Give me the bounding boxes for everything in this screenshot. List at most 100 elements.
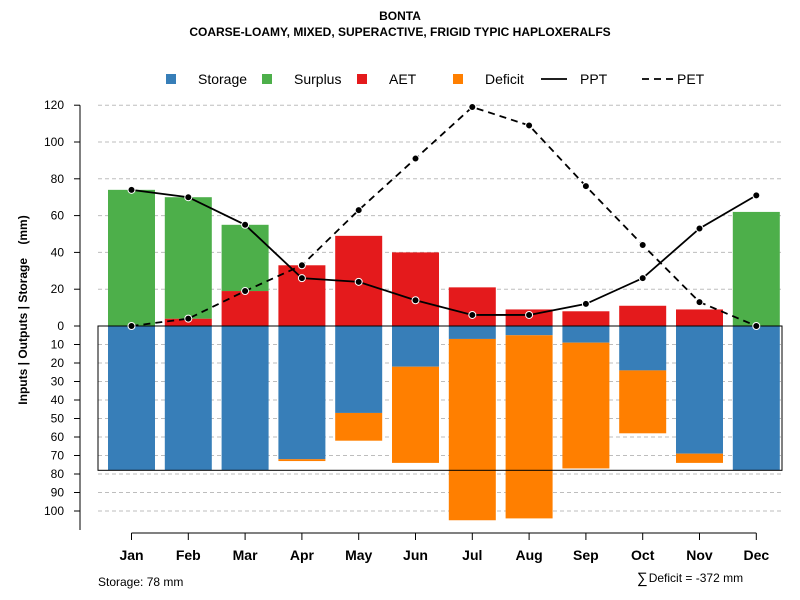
pet-point	[468, 103, 477, 112]
ppt-point	[354, 277, 363, 286]
storage-bar	[221, 326, 269, 471]
chart-subtitle: COARSE-LOAMY, MIXED, SUPERACTIVE, FRIGID…	[189, 25, 611, 39]
x-tick-label: Mar	[233, 547, 258, 563]
storage-bar	[278, 326, 326, 460]
ppt-point	[127, 185, 136, 194]
y-axis-label: Inputs | Outputs | Storage (mm)	[16, 215, 30, 404]
ppt-point	[184, 193, 193, 202]
y-tick-label: 0	[57, 319, 64, 333]
surplus-legend-swatch	[262, 74, 272, 84]
deficit-legend-label: Deficit	[485, 71, 524, 87]
x-tick-label: Aug	[515, 547, 542, 563]
pet-point	[525, 121, 534, 130]
aet-bar	[562, 311, 610, 326]
x-tick-label: Jan	[119, 547, 143, 563]
ppt-point	[525, 310, 534, 319]
y-tick-label: 20	[51, 356, 65, 370]
storage-bar	[619, 326, 667, 371]
storage-bar	[562, 326, 610, 343]
deficit-bar	[335, 412, 383, 441]
ppt-point	[581, 299, 590, 308]
deficit-bar	[448, 338, 496, 521]
storage-bar	[335, 326, 383, 413]
pet-point	[241, 287, 250, 296]
y-tick-label: 120	[44, 98, 64, 112]
y-tick-label: 70	[51, 449, 65, 463]
y-tick-label: 60	[51, 430, 65, 444]
x-tick-label: Apr	[290, 547, 315, 563]
pet-point	[638, 241, 647, 250]
pet-point	[695, 298, 704, 307]
y-tick-label: 30	[51, 375, 65, 389]
pet-point	[411, 154, 420, 163]
aet-bar	[676, 309, 723, 326]
y-tick-label: 40	[51, 393, 65, 407]
pet-legend-label: PET	[677, 71, 705, 87]
aet-bar	[221, 291, 269, 326]
x-tick-label: Feb	[176, 547, 201, 563]
ppt-point	[241, 220, 250, 229]
surplus-bar	[732, 211, 780, 326]
x-tick-label: Nov	[686, 547, 713, 563]
y-tick-label: 60	[51, 209, 65, 223]
ppt-point	[468, 310, 477, 319]
sum-symbol: ∑	[637, 570, 648, 587]
aet-bar	[448, 287, 496, 326]
deficit-total: Deficit = -372 mm	[648, 571, 744, 585]
chart-title: BONTA	[379, 9, 421, 23]
surplus-bar	[108, 189, 155, 326]
ppt-point	[411, 296, 420, 305]
x-tick-label: Oct	[631, 547, 655, 563]
aet-legend-label: AET	[389, 71, 417, 87]
ppt-point	[695, 224, 704, 233]
x-tick-label: Jul	[462, 547, 482, 563]
x-tick-label: Dec	[743, 547, 769, 563]
legend	[166, 74, 674, 84]
storage-bar	[392, 326, 439, 367]
storage-note: Storage: 78 mm	[98, 575, 184, 589]
surplus-legend-label: Surplus	[294, 71, 341, 87]
deficit-bar	[619, 370, 667, 434]
deficit-bar	[676, 453, 723, 463]
ppt-point	[297, 274, 306, 283]
pet-point	[581, 182, 590, 191]
x-tick-label: Jun	[403, 547, 428, 563]
aet-legend-swatch	[357, 74, 367, 84]
storage-bar	[676, 326, 723, 454]
y-tick-label: 50	[51, 412, 65, 426]
ppt-legend-label: PPT	[580, 71, 608, 87]
y-tick-label: 90	[51, 486, 65, 500]
y-tick-label: 40	[51, 245, 65, 259]
pet-point	[127, 322, 136, 330]
storage-bar	[732, 326, 780, 471]
x-tick-label: Sep	[573, 547, 599, 563]
deficit-bar	[505, 335, 553, 519]
y-tick-label: 80	[51, 172, 65, 186]
ppt-point	[752, 191, 761, 200]
gridlines	[98, 104, 782, 512]
storage-legend-label: Storage	[198, 71, 247, 87]
storage-legend-swatch	[166, 74, 176, 84]
pet-point	[184, 314, 193, 323]
deficit-bar	[392, 366, 439, 463]
y-tick-label: 100	[44, 504, 64, 518]
storage-bar	[448, 326, 496, 339]
deficit-note: ∑Deficit = -372 mm	[637, 570, 743, 587]
deficit-bar	[562, 342, 610, 469]
aet-bar	[392, 252, 439, 326]
storage-bar	[164, 326, 212, 471]
y-tick-label: 20	[51, 282, 65, 296]
deficit-bar	[278, 459, 326, 462]
pet-point	[297, 261, 306, 270]
storage-capacity-box	[97, 325, 783, 471]
pet-point	[354, 206, 363, 215]
surplus-bar	[221, 224, 269, 292]
ppt-point	[638, 274, 647, 283]
x-tick-label: May	[345, 547, 372, 563]
surplus-bar	[164, 197, 212, 319]
ppt-line	[131, 188, 757, 316]
storage-bar	[505, 326, 553, 336]
y-tick-label: 80	[51, 467, 65, 481]
pet-point	[752, 322, 761, 330]
